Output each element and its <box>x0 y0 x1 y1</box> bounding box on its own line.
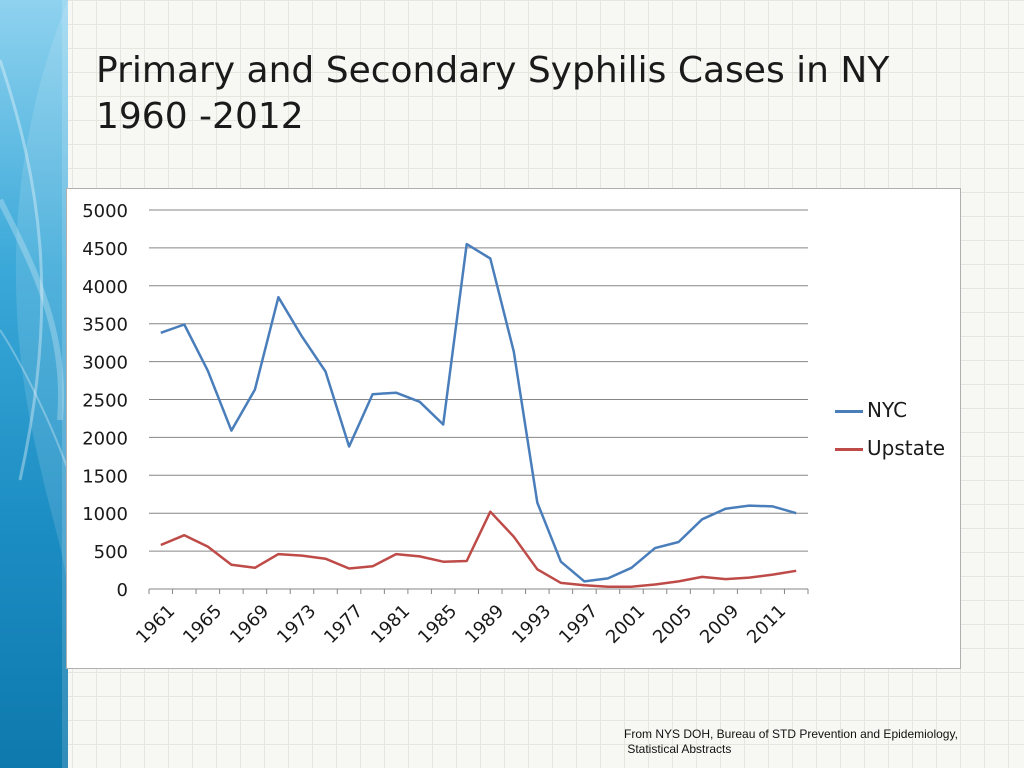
y-tick-label: 3000 <box>82 353 128 374</box>
x-tick-label: 1985 <box>414 601 461 648</box>
chart-area: 0 500 1000 1500 2000 2500 3000 3500 4000 4500 5000… <box>66 188 961 669</box>
y-tick-label: 3500 <box>82 315 128 336</box>
y-tick-label: 1000 <box>82 504 128 525</box>
sidebar-swoosh-graphic <box>0 0 68 768</box>
x-axis-tick-labels: 1961 1965 1969 1973 1977 1981 1985 1989 1993 1997… <box>132 601 790 648</box>
x-tick-label: 2009 <box>696 601 743 648</box>
y-tick-label: 2000 <box>82 428 128 449</box>
x-tick-label: 1969 <box>226 601 273 648</box>
legend-item-upstate: Upstate <box>835 435 945 461</box>
y-tick-label: 1500 <box>82 466 128 487</box>
source-note: From NYS DOH, Bureau of STD Prevention a… <box>624 727 1004 757</box>
slide-title-line-2: 1960 -2012 <box>96 96 304 137</box>
y-tick-label: 5000 <box>82 201 128 222</box>
x-tick-label: 1977 <box>320 601 367 648</box>
series-line-upstate <box>160 510 797 588</box>
legend-swatch <box>835 410 863 413</box>
y-tick-label: 4500 <box>82 239 128 260</box>
y-tick-label: 4000 <box>82 277 128 298</box>
x-tick-label: 1993 <box>508 601 555 648</box>
slide-title: Primary and Secondary Syphilis Cases in … <box>96 48 956 140</box>
y-tick-label: 500 <box>94 542 128 563</box>
gridlines <box>149 209 808 552</box>
x-tick-label: 1997 <box>555 601 602 648</box>
x-tick-label: 1989 <box>461 601 508 648</box>
axes <box>148 588 809 594</box>
decorative-sidebar <box>0 0 68 768</box>
x-tick-label: 1981 <box>367 601 414 648</box>
x-tick-label: 1973 <box>273 601 320 648</box>
x-tick-label: 2005 <box>649 601 696 648</box>
x-tick-label: 2011 <box>743 601 790 648</box>
line-chart: 0 500 1000 1500 2000 2500 3000 3500 4000 4500 5000… <box>82 201 809 648</box>
legend-swatch <box>835 448 863 451</box>
series-lines <box>160 242 797 588</box>
x-tick-label: 2001 <box>602 601 649 648</box>
y-tick-label: 0 <box>117 580 128 601</box>
y-tick-label: 2500 <box>82 391 128 412</box>
source-note-line-1: From NYS DOH, Bureau of STD Prevention a… <box>624 727 958 741</box>
y-axis-tick-labels: 0 500 1000 1500 2000 2500 3000 3500 4000 4500 5000 <box>82 201 128 601</box>
x-tick-label: 1965 <box>179 601 226 648</box>
source-note-line-2: Statistical Abstracts <box>624 742 732 756</box>
legend-label: Upstate <box>867 436 945 460</box>
x-tick-label: 1961 <box>132 601 179 648</box>
series-line-nyc <box>160 242 797 583</box>
legend-item-nyc: NYC <box>835 397 907 423</box>
legend-label: NYC <box>867 398 908 422</box>
slide-title-line-1: Primary and Secondary Syphilis Cases in … <box>96 50 890 91</box>
